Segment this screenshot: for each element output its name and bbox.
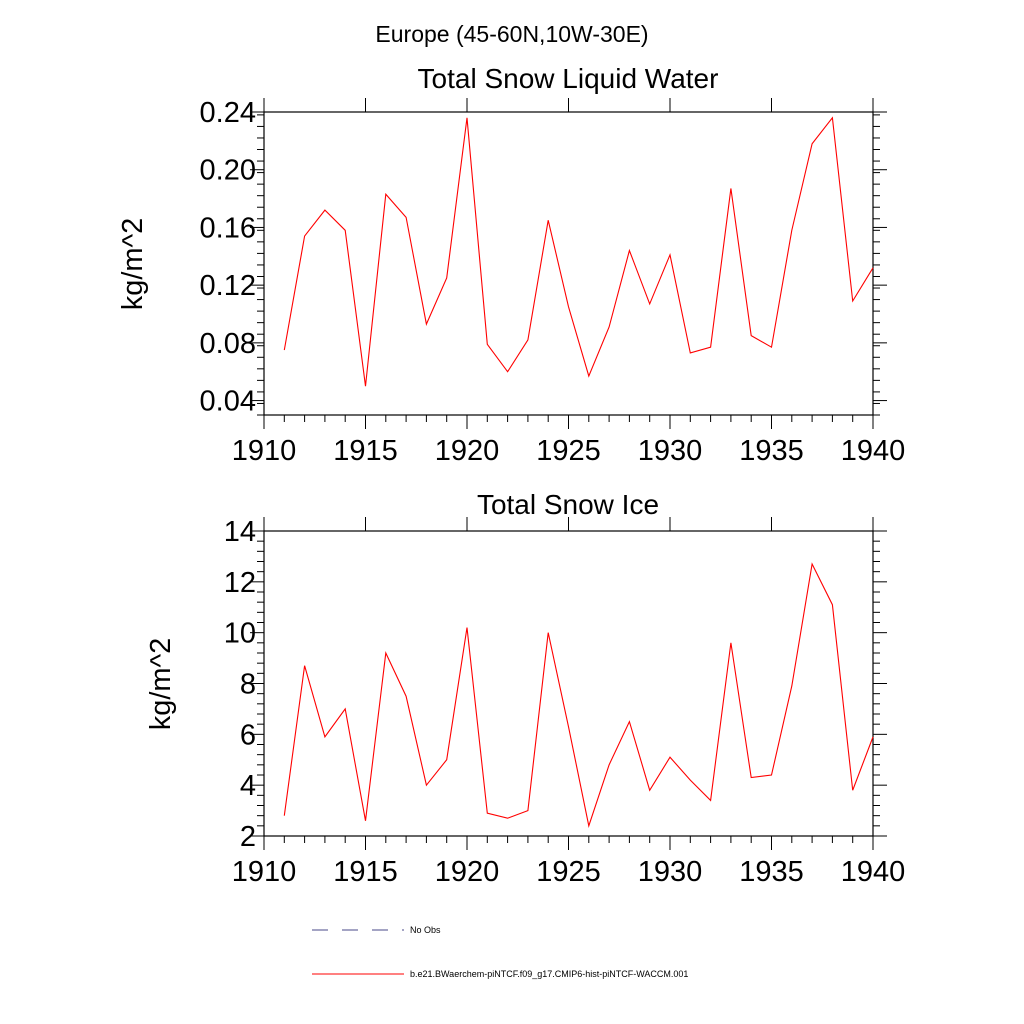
x-tick-label: 1925 <box>536 435 601 467</box>
x-tick-label: 1920 <box>435 856 500 888</box>
series-line <box>283 116 874 387</box>
x-tick-label: 1935 <box>739 435 804 467</box>
x-tick-label: 1910 <box>232 856 297 888</box>
y-tick-label: 6 <box>240 719 256 751</box>
y-tick-label: 0.16 <box>200 212 256 244</box>
y-tick-label: 2 <box>240 821 256 853</box>
plot-frame <box>263 530 874 837</box>
y-tick-label: 4 <box>240 770 256 802</box>
legend-item-model: b.e21.BWaerchem-piNTCF.f09_g17.CMIP6-his… <box>312 969 688 979</box>
tick-labels: 1910 1915 1920 1925 1930 1935 1940 2 4 6 8 10 12 14 <box>224 516 906 888</box>
x-tick-label: 1930 <box>638 856 703 888</box>
y-tick-label: 0.04 <box>200 386 256 418</box>
y-tick-label: 0.24 <box>200 97 256 129</box>
axis-ticks <box>250 517 887 850</box>
legend-label: No Obs <box>410 925 441 935</box>
axis-ticks <box>250 98 887 429</box>
series-line <box>283 562 874 828</box>
x-tick-label: 1940 <box>841 435 906 467</box>
series-lines <box>283 116 874 387</box>
chart-title: Total Snow Liquid Water <box>418 63 719 94</box>
x-tick-label: 1930 <box>638 435 703 467</box>
x-tick-label: 1915 <box>333 856 398 888</box>
legend-item-no-obs: No Obs <box>312 925 441 935</box>
y-axis-label: kg/m^2 <box>117 218 149 311</box>
plot-frame <box>263 111 874 416</box>
x-tick-label: 1920 <box>435 435 500 467</box>
page-title: Europe (45-60N,10W-30E) <box>375 21 648 47</box>
chart-panel-snow-ice: Total Snow Ice kg/m^2 1910 1915 1920 1925 19… <box>145 489 905 888</box>
y-tick-label: 14 <box>224 516 256 548</box>
chart-panel-snow-liquid-water: Total Snow Liquid Water kg/m^2 1910 1915 1… <box>117 63 905 467</box>
y-tick-label: 12 <box>224 567 256 599</box>
x-tick-label: 1925 <box>536 856 601 888</box>
x-tick-label: 1935 <box>739 856 804 888</box>
legend: No Obs b.e21.BWaerchem-piNTCF.f09_g17.CM… <box>312 925 688 979</box>
legend-label: b.e21.BWaerchem-piNTCF.f09_g17.CMIP6-his… <box>410 969 688 979</box>
x-tick-label: 1910 <box>232 435 297 467</box>
y-tick-label: 0.08 <box>200 328 256 360</box>
y-tick-label: 10 <box>224 618 256 650</box>
chart-title: Total Snow Ice <box>477 489 659 520</box>
x-tick-label: 1915 <box>333 435 398 467</box>
y-axis-label: kg/m^2 <box>145 638 177 731</box>
y-tick-label: 0.20 <box>200 155 256 187</box>
y-tick-label: 8 <box>240 669 256 701</box>
y-tick-label: 0.12 <box>200 270 256 302</box>
x-tick-label: 1940 <box>841 856 906 888</box>
series-lines <box>283 562 874 828</box>
tick-labels: 1910 1915 1920 1925 1930 1935 1940 0.04 0.08 0.12… <box>200 97 906 467</box>
